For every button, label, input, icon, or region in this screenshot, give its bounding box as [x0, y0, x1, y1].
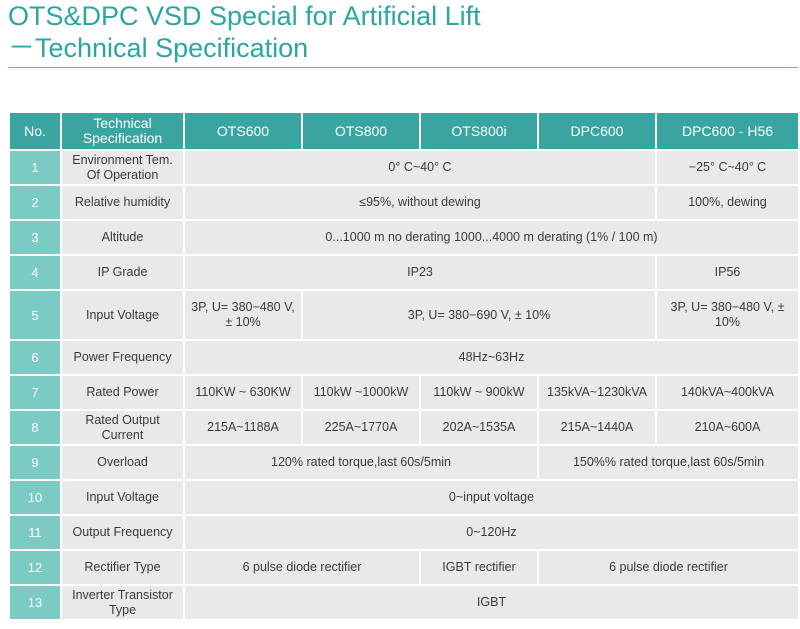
row-number: 13 [10, 586, 60, 619]
row-number: 2 [10, 186, 60, 219]
table-row: 4 IP Grade IP23 IP56 [10, 256, 798, 289]
table-cell: 215A~1440A [539, 411, 655, 444]
col-header-dpc600-h56: DPC600 - H56 [657, 113, 798, 149]
table-cell: 110kW ~ 900kW [421, 376, 537, 409]
row-label: Relative humidity [62, 186, 183, 219]
table-cell: 48Hz~63Hz [185, 341, 798, 374]
row-number: 1 [10, 151, 60, 184]
table-row: 5 Input Voltage 3P, U= 380−480 V, ± 10% … [10, 291, 798, 339]
table-cell: −25° C~40° C [657, 151, 798, 184]
row-label: Input Voltage [62, 481, 183, 514]
table-cell: 110kW ~1000kW [303, 376, 419, 409]
table-cell: IGBT [185, 586, 798, 619]
table-cell: 210A~600A [657, 411, 798, 444]
row-label: Output Frequency [62, 516, 183, 549]
row-label: Input Voltage [62, 291, 183, 339]
table-cell: 3P, U= 380−480 V, ± 10% [657, 291, 798, 339]
table-cell: 110KW ~ 630KW [185, 376, 301, 409]
row-label: IP Grade [62, 256, 183, 289]
col-header-ots600: OTS600 [185, 113, 301, 149]
table-row: 13 Inverter Transistor Type IGBT [10, 586, 798, 619]
table-cell: 6 pulse diode rectifier [185, 551, 419, 584]
row-number: 8 [10, 411, 60, 444]
table-row: 8 Rated Output Current 215A~1188A 225A~1… [10, 411, 798, 444]
row-label: Altitude [62, 221, 183, 254]
row-number: 9 [10, 446, 60, 479]
row-label: Inverter Transistor Type [62, 586, 183, 619]
col-header-dpc600: DPC600 [539, 113, 655, 149]
table-cell: 135kVA~1230kVA [539, 376, 655, 409]
spec-table: No. Technical Specification OTS600 OTS80… [8, 111, 800, 621]
col-header-no: No. [10, 113, 60, 149]
table-row: 3 Altitude 0...1000 m no derating 1000..… [10, 221, 798, 254]
table-cell: 215A~1188A [185, 411, 301, 444]
table-cell: 0~120Hz [185, 516, 798, 549]
table-row: 12 Rectifier Type 6 pulse diode rectifie… [10, 551, 798, 584]
table-cell: ≤95%, without dewing [185, 186, 655, 219]
row-label: Rated Power [62, 376, 183, 409]
row-number: 4 [10, 256, 60, 289]
table-row: 10 Input Voltage 0~input voltage [10, 481, 798, 514]
table-row: 6 Power Frequency 48Hz~63Hz [10, 341, 798, 374]
table-cell: 140kVA~400kVA [657, 376, 798, 409]
table-cell: 202A~1535A [421, 411, 537, 444]
table-row: 2 Relative humidity ≤95%, without dewing… [10, 186, 798, 219]
page-title: OTS&DPC VSD Special for Artificial Lift [8, 1, 481, 31]
table-cell: IP23 [185, 256, 655, 289]
col-header-ots800i: OTS800i [421, 113, 537, 149]
table-cell: 120% rated torque,last 60s/5min [185, 446, 537, 479]
table-row: 11 Output Frequency 0~120Hz [10, 516, 798, 549]
row-number: 6 [10, 341, 60, 374]
table-cell: IGBT rectifier [421, 551, 537, 584]
row-number: 7 [10, 376, 60, 409]
table-row: 7 Rated Power 110KW ~ 630KW 110kW ~1000k… [10, 376, 798, 409]
table-cell: 100%, dewing [657, 186, 798, 219]
row-label: Power Frequency [62, 341, 183, 374]
row-number: 10 [10, 481, 60, 514]
row-number: 3 [10, 221, 60, 254]
col-header-ots800: OTS800 [303, 113, 419, 149]
row-label: Rated Output Current [62, 411, 183, 444]
row-label: Rectifier Type [62, 551, 183, 584]
table-cell: 150%% rated torque,last 60s/5min [539, 446, 798, 479]
table-cell: 6 pulse diode rectifier [539, 551, 798, 584]
table-row: 1 Environment Tem. Of Operation 0° C~40°… [10, 151, 798, 184]
table-cell: 0...1000 m no derating 1000...4000 m der… [185, 221, 798, 254]
row-number: 5 [10, 291, 60, 339]
page-subtitle: －Technical Specification [8, 33, 309, 63]
table-cell: IP56 [657, 256, 798, 289]
title-divider [8, 67, 798, 68]
table-cell: 225A~1770A [303, 411, 419, 444]
row-number: 12 [10, 551, 60, 584]
row-label: Environment Tem. Of Operation [62, 151, 183, 184]
table-header-row: No. Technical Specification OTS600 OTS80… [10, 113, 798, 149]
col-header-spec: Technical Specification [62, 113, 183, 149]
table-cell: 3P, U= 380−480 V, ± 10% [185, 291, 301, 339]
row-number: 11 [10, 516, 60, 549]
table-cell: 3P, U= 380−690 V, ± 10% [303, 291, 655, 339]
table-row: 9 Overload 120% rated torque,last 60s/5m… [10, 446, 798, 479]
table-cell: 0~input voltage [185, 481, 798, 514]
table-cell: 0° C~40° C [185, 151, 655, 184]
row-label: Overload [62, 446, 183, 479]
